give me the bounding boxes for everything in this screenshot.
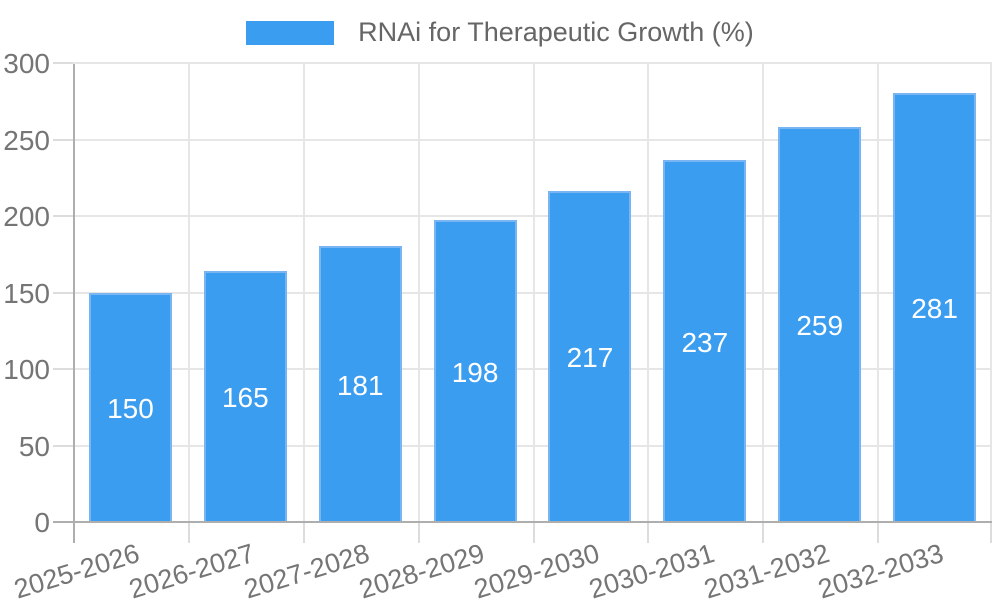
y-grid-line (73, 215, 992, 217)
x-axis-tick (762, 523, 764, 543)
y-axis-label: 0 (34, 507, 50, 538)
y-axis-tick (53, 138, 73, 141)
bar[interactable]: 165 (203, 271, 287, 523)
x-axis-label: 2029-2030 (470, 538, 603, 600)
bar-value-label: 237 (681, 326, 729, 358)
y-axis-tick (53, 62, 73, 64)
x-axis-label: 2026-2027 (125, 538, 259, 600)
y-axis-label: 250 (3, 124, 50, 156)
y-grid-line (73, 368, 992, 370)
x-axis-tick (188, 523, 190, 543)
bar[interactable]: 198 (433, 220, 517, 523)
x-axis-label: 2025-2026 (10, 538, 144, 600)
x-grid-line (647, 64, 649, 523)
x-axis-tick (418, 523, 420, 543)
y-axis-label: 150 (3, 277, 50, 309)
x-axis-tick (73, 523, 75, 543)
bar-value-label: 198 (451, 356, 499, 388)
y-grid-line (73, 444, 992, 447)
bar-value-label: 217 (566, 342, 614, 373)
x-axis-tick (877, 523, 879, 543)
y-axis-label: 300 (3, 48, 50, 79)
legend-item[interactable]: RNAi for Therapeutic Growth (%) (0, 17, 1000, 48)
legend-label: RNAi for Therapeutic Growth (%) (358, 17, 754, 47)
x-grid-line (877, 64, 879, 523)
x-grid-line (188, 64, 190, 523)
bar[interactable]: 217 (548, 191, 632, 523)
y-grid-line (73, 62, 992, 64)
y-axis-tick (53, 444, 73, 447)
bar-value-label: 281 (911, 293, 958, 324)
x-axis-tick (647, 523, 649, 543)
bar-value-label: 259 (796, 310, 844, 341)
y-axis-tick (53, 291, 73, 294)
bar-value-label: 165 (221, 382, 269, 413)
bar[interactable]: 281 (893, 93, 977, 523)
x-axis-tick (990, 523, 992, 543)
x-axis-label: 2028-2029 (355, 538, 488, 600)
x-axis-label: 2027-2028 (240, 538, 373, 600)
x-grid-line (533, 64, 535, 523)
bar[interactable]: 181 (318, 246, 402, 523)
plot-area: 150 165 181 198 217 237 259 281 (73, 62, 992, 523)
x-grid-line (418, 64, 420, 523)
x-axis-label: 2030-2031 (585, 538, 718, 600)
y-axis-label: 200 (3, 201, 50, 232)
y-grid-line (73, 521, 992, 523)
y-grid-line (73, 138, 992, 141)
y-axis-tick (53, 215, 73, 217)
x-grid-line (303, 64, 305, 523)
x-grid-line (73, 64, 75, 523)
x-axis-label: 2031-2032 (700, 538, 833, 600)
x-axis-tick (303, 523, 305, 543)
legend-swatch-icon (246, 20, 335, 45)
bar[interactable]: 259 (778, 127, 862, 523)
y-axis-label: 50 (18, 430, 50, 462)
y-grid-line (73, 291, 992, 294)
bar-value-label: 150 (107, 393, 154, 424)
x-axis-label: 2032-2033 (815, 538, 948, 600)
x-grid-line (990, 64, 992, 523)
x-axis-tick (533, 523, 535, 543)
x-grid-line (762, 64, 764, 523)
y-axis-tick (53, 521, 73, 523)
bar-value-label: 181 (336, 369, 384, 401)
y-axis-tick (53, 368, 73, 370)
bar[interactable]: 237 (663, 160, 747, 523)
y-axis-label: 100 (3, 354, 50, 385)
bar[interactable]: 150 (88, 293, 172, 523)
